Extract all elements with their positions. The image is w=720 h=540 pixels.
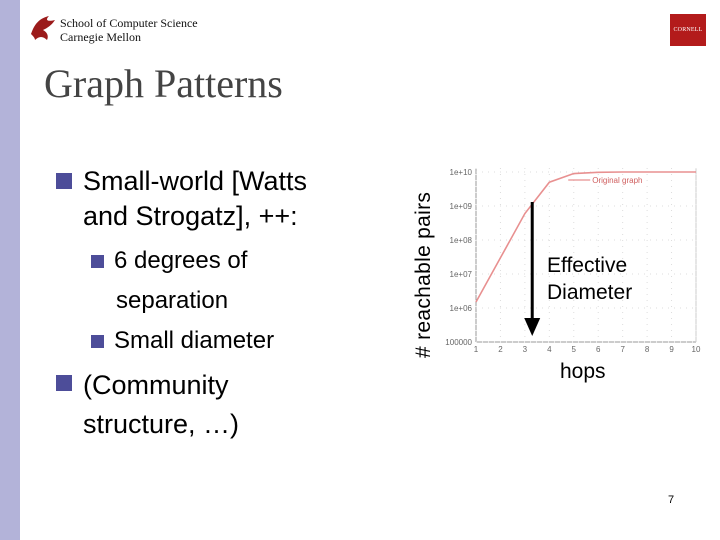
x-tick-label: 4 xyxy=(547,345,552,354)
cmu-dragon-logo xyxy=(31,16,55,40)
effective-diameter-arrow-head xyxy=(524,318,541,336)
x-axis-label: hops xyxy=(560,360,606,383)
y-tick-label: 1e+08 xyxy=(450,236,473,245)
y-tick-label: 1e+06 xyxy=(450,304,473,313)
bullet-1-line-2: and Strogatz], ++: xyxy=(83,201,298,231)
university-name: Carnegie Mellon xyxy=(60,30,141,44)
reachable-pairs-chart: 100000 1e+06 1e+07 1e+08 1e+09 1e+10 1 2 3 4 5 6 7 8 9… xyxy=(445,168,701,354)
series-line xyxy=(475,171,696,303)
x-tick-label: 3 xyxy=(523,345,528,354)
header-text: School of Computer Science Carnegie Mell… xyxy=(60,16,198,44)
sub-bullet-square-icon xyxy=(91,255,104,268)
sub-bullet-1-line-2: separation xyxy=(116,287,229,314)
bullet-square-icon xyxy=(56,173,72,189)
cornell-logo: CORNELL xyxy=(670,14,706,46)
bullet-1-line-1: Small-world [Watts xyxy=(83,166,308,196)
legend-label: Original graph xyxy=(592,176,642,185)
slide-title: Graph Patterns xyxy=(44,61,283,106)
x-tick-label: 5 xyxy=(572,345,577,354)
x-tick-label: 2 xyxy=(498,345,503,354)
page-number: 7 xyxy=(668,494,675,506)
effective-diameter-label-line-2: Diameter xyxy=(547,281,633,304)
y-tick-label: 1e+09 xyxy=(450,202,473,211)
effective-diameter-label-line-1: Effective xyxy=(547,254,628,277)
effective-diameter-label: Effective Diameter xyxy=(547,252,632,306)
left-accent-bar xyxy=(0,0,20,540)
y-tick-label: 1e+10 xyxy=(450,168,473,177)
sub-bullet-1-line-1: 6 degrees of xyxy=(114,247,248,274)
bullet-square-icon xyxy=(56,375,72,391)
x-tick-label: 10 xyxy=(692,345,701,354)
y-tick-label: 100000 xyxy=(445,338,472,347)
sub-bullet-square-icon xyxy=(91,335,104,348)
school-name: School of Computer Science xyxy=(60,16,198,30)
sub-bullet-2: Small diameter xyxy=(114,327,275,354)
bullet-2-line-2: structure, …) xyxy=(83,409,240,439)
x-tick-label: 7 xyxy=(620,345,625,354)
x-tick-label: 1 xyxy=(474,345,479,354)
x-tick-label: 8 xyxy=(645,345,650,354)
bullet-2-line-1: (Community xyxy=(83,370,229,400)
x-tick-label: 6 xyxy=(596,345,601,354)
x-tick-label: 9 xyxy=(669,345,674,354)
y-tick-label: 1e+07 xyxy=(450,270,473,279)
